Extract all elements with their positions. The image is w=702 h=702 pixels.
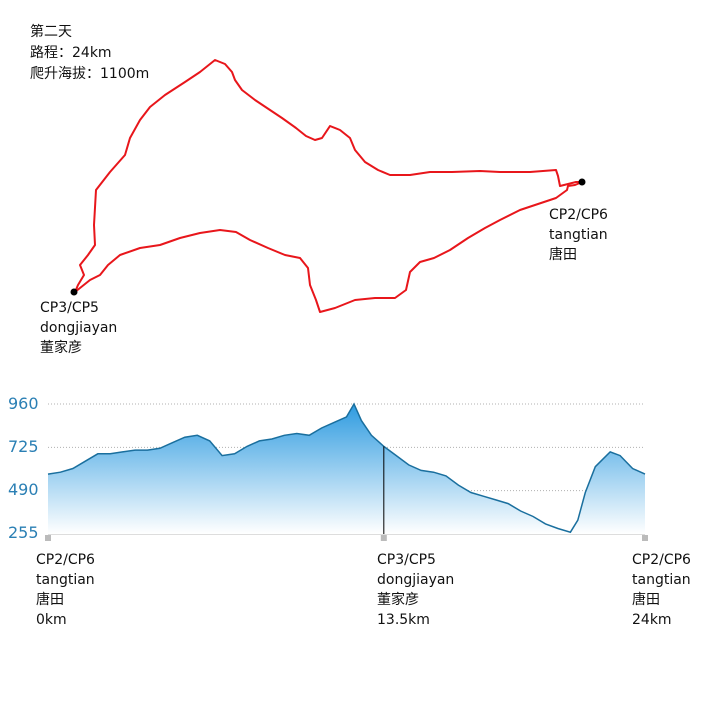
y-tick-label: 725: [8, 437, 39, 456]
elevation-chart: [45, 402, 648, 541]
x-tick-mark: [380, 535, 387, 541]
x-marker-label-end: CP2/CP6 tangtian 唐田 24km: [632, 550, 691, 630]
marker-code: CP2/CP6: [36, 552, 95, 568]
marker-distance: 24km: [632, 612, 672, 628]
checkpoint-label-cp2: CP2/CP6 tangtian 唐田: [549, 205, 608, 265]
marker-name: 董家彦: [377, 592, 419, 608]
marker-code: CP2/CP6: [632, 552, 691, 568]
marker-distance: 13.5km: [377, 612, 430, 628]
y-tick-label: 960: [8, 394, 39, 413]
route-distance: 路程：24km: [30, 45, 112, 61]
checkpoint-cp3-dot: [70, 288, 78, 296]
route-line: [74, 59, 583, 313]
checkpoint-pinyin: dongjiayan: [40, 320, 118, 336]
elevation-area: [48, 404, 645, 534]
checkpoint-code: CP2/CP6: [549, 207, 608, 223]
route-map: [70, 59, 586, 313]
x-marker-label-mid: CP3/CP5 dongjiayan 董家彦 13.5km: [377, 550, 454, 630]
elevation-line: [47, 402, 646, 534]
x-tick-mark: [642, 535, 648, 541]
marker-pinyin: dongjiayan: [377, 572, 455, 588]
day-title: 第二天: [30, 24, 72, 40]
y-tick-label: 255: [8, 523, 39, 542]
x-marker-label-start: CP2/CP6 tangtian 唐田 0km: [36, 550, 95, 630]
route-climb: 爬升海拔：1100m: [30, 66, 150, 82]
checkpoint-code: CP3/CP5: [40, 300, 99, 316]
marker-name: 唐田: [632, 592, 660, 608]
x-tick-marks: [45, 535, 648, 541]
marker-distance: 0km: [36, 612, 67, 628]
marker-pinyin: tangtian: [632, 572, 691, 588]
checkpoint-label-cp3: CP3/CP5 dongjiayan 董家彦: [40, 298, 117, 358]
marker-code: CP3/CP5: [377, 552, 436, 568]
checkpoint-name: 唐田: [549, 247, 577, 263]
marker-name: 唐田: [36, 592, 64, 608]
y-tick-label: 490: [8, 480, 39, 499]
checkpoint-cp2-dot: [578, 178, 586, 186]
marker-pinyin: tangtian: [36, 572, 95, 588]
x-tick-mark: [45, 535, 51, 541]
checkpoint-pinyin: tangtian: [549, 227, 608, 243]
route-info: 第二天 路程：24km 爬升海拔：1100m: [30, 22, 149, 85]
checkpoint-name: 董家彦: [40, 340, 82, 356]
